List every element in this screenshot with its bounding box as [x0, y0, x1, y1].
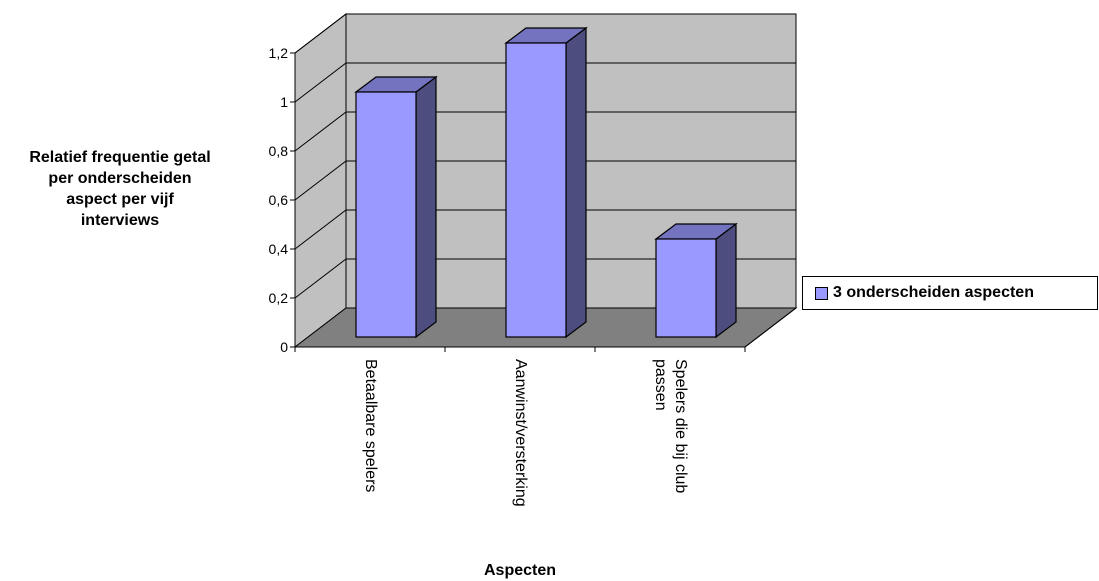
y-tick-label: 0,4 — [269, 241, 289, 257]
y-tick-label: 1,2 — [269, 45, 289, 61]
x-axis-title: Aspecten — [484, 562, 556, 579]
bar — [655, 238, 717, 338]
x-tick-label: Betaalbare spelers — [362, 359, 379, 492]
y-tick-label: 0,6 — [269, 192, 289, 208]
bar — [355, 91, 417, 338]
y-tick-label: 0 — [280, 339, 288, 355]
bar-side — [415, 75, 437, 339]
gridline — [294, 209, 796, 250]
y-axis-title: Relatief frequentie getal per onderschei… — [0, 147, 240, 231]
y-axis-title-line: interviews — [80, 212, 160, 229]
bar — [505, 42, 567, 338]
gridline — [294, 258, 796, 299]
floor-edge — [744, 307, 797, 348]
gridline — [294, 13, 796, 54]
gridline — [294, 160, 796, 201]
y-axis-title-line: aspect per vijf — [66, 191, 174, 208]
x-tick-label: Aanwinst/versterking — [512, 359, 529, 507]
legend-label: 3 onderscheiden aspecten — [833, 284, 1034, 301]
bar-side — [565, 26, 587, 339]
legend-swatch — [815, 286, 828, 300]
x-tick-label: passen — [652, 359, 669, 411]
bar-side — [715, 222, 737, 339]
x-tick-label: Spelers die bij club — [672, 359, 689, 493]
y-axis-title-line: Relatief frequentie getal — [29, 149, 211, 166]
y-tick-label: 1 — [280, 94, 288, 110]
y-tick-label: 0,8 — [269, 143, 289, 159]
gridline — [294, 111, 796, 152]
y-axis-title-line: per onderscheiden — [48, 170, 192, 187]
gridline — [294, 62, 796, 103]
y-tick-label: 0,2 — [269, 290, 289, 306]
legend: 3 onderscheiden aspecten — [802, 276, 1098, 310]
